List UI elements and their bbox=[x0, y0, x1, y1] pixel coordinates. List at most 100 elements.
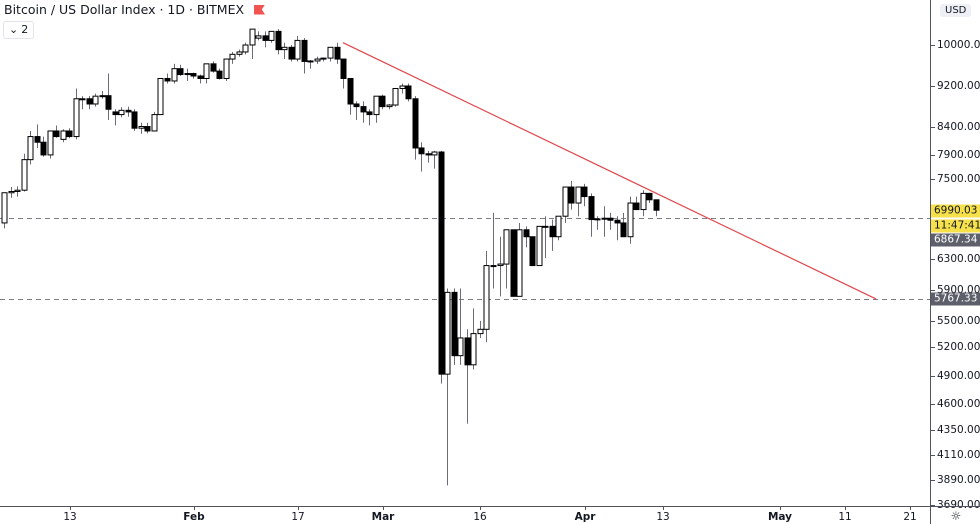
candle-body bbox=[86, 98, 93, 105]
candle-body bbox=[405, 85, 412, 100]
price-tick bbox=[931, 404, 935, 405]
time-label: Feb bbox=[183, 511, 205, 523]
candle-body bbox=[60, 130, 67, 140]
candle-body bbox=[236, 51, 243, 55]
chart-pane[interactable] bbox=[0, 0, 930, 506]
candle-body bbox=[653, 199, 660, 211]
candle-body bbox=[151, 114, 158, 132]
time-tick bbox=[383, 507, 384, 510]
price-label: 5500.00 bbox=[937, 315, 980, 327]
collapse-indicators-button[interactable]: ⌄ 2 bbox=[3, 21, 35, 39]
candle-body bbox=[125, 109, 132, 113]
candle-body bbox=[483, 265, 490, 330]
time-tick bbox=[845, 507, 846, 510]
candle-body bbox=[314, 58, 321, 62]
candle-body bbox=[575, 186, 582, 204]
price-tick bbox=[931, 127, 935, 128]
candle-body bbox=[334, 46, 341, 60]
candle-body bbox=[1, 192, 8, 224]
candle-body bbox=[536, 225, 543, 267]
candle-body bbox=[431, 151, 438, 156]
candle-body bbox=[581, 186, 588, 198]
candle-body bbox=[412, 98, 419, 149]
time-tick bbox=[298, 507, 299, 510]
candle-body bbox=[197, 75, 204, 79]
candle-body bbox=[451, 291, 458, 357]
candle-body bbox=[614, 219, 621, 224]
flag-icon[interactable] bbox=[254, 4, 266, 15]
price-label: 4600.00 bbox=[937, 398, 980, 410]
candle-body bbox=[301, 39, 308, 62]
candle-body bbox=[386, 104, 393, 108]
time-tick bbox=[585, 507, 586, 510]
price-label: 3690.00 bbox=[937, 499, 980, 511]
candle-body bbox=[379, 95, 386, 108]
time-tick bbox=[663, 507, 664, 510]
chart-settings-button[interactable]: ☼ bbox=[930, 506, 980, 524]
candle-body bbox=[646, 192, 653, 201]
candle-body bbox=[177, 68, 184, 76]
candle-body bbox=[210, 63, 217, 72]
candle-body bbox=[607, 217, 614, 221]
candle-body bbox=[640, 192, 647, 211]
candle-body bbox=[255, 35, 262, 39]
level-price-tag: 6867.34 bbox=[931, 233, 980, 247]
level-price-tag: 5767.33 bbox=[931, 292, 980, 306]
candle-body bbox=[568, 186, 575, 204]
candle-body bbox=[171, 68, 178, 82]
candle-body bbox=[438, 151, 445, 375]
time-label: Apr bbox=[574, 511, 596, 523]
candle-body bbox=[562, 186, 569, 217]
symbol-legend[interactable]: Bitcoin / US Dollar Index · 1D · BITMEX bbox=[4, 2, 266, 17]
price-tick bbox=[931, 480, 935, 481]
candle-body bbox=[294, 39, 301, 60]
price-axis[interactable]: 10000.00 9200.00 8400.00 7900.00 7500.00 6300… bbox=[930, 0, 980, 511]
candle-body bbox=[118, 109, 125, 116]
candle-body bbox=[490, 265, 497, 268]
candle-body bbox=[373, 95, 380, 116]
candle-body bbox=[105, 95, 112, 110]
candle-body bbox=[131, 111, 138, 129]
price-label: 10000.00 bbox=[937, 39, 980, 51]
candle-body bbox=[470, 333, 477, 366]
price-tick bbox=[931, 155, 935, 156]
candle-body bbox=[392, 88, 399, 106]
time-label: Mar bbox=[371, 511, 395, 523]
candle-body bbox=[144, 126, 151, 132]
price-label: 4900.00 bbox=[937, 370, 980, 382]
candle-body bbox=[73, 98, 80, 138]
candle-body bbox=[542, 225, 549, 228]
candle-body bbox=[620, 222, 627, 238]
candle-body bbox=[14, 189, 21, 192]
candle-body bbox=[360, 106, 367, 113]
candle-body bbox=[529, 236, 536, 267]
candle-body bbox=[516, 229, 523, 297]
currency-badge[interactable]: USD bbox=[940, 4, 972, 17]
price-tick bbox=[931, 259, 935, 260]
current-price-tag: 6990.03 bbox=[931, 204, 980, 218]
price-label: 8400.00 bbox=[937, 121, 980, 133]
price-label: 6300.00 bbox=[937, 253, 980, 265]
candle-body bbox=[242, 44, 249, 53]
candle-body bbox=[327, 46, 334, 59]
candle-body bbox=[203, 63, 210, 79]
candle-body bbox=[555, 215, 562, 238]
symbol-title: Bitcoin / US Dollar Index · 1D · BITMEX bbox=[4, 2, 245, 17]
price-tick bbox=[931, 347, 935, 348]
time-tick bbox=[910, 507, 911, 510]
candle-body bbox=[40, 141, 47, 156]
candle-body bbox=[366, 111, 373, 116]
price-label: 4350.00 bbox=[937, 424, 980, 436]
candle-body bbox=[418, 147, 425, 155]
candle-body bbox=[281, 46, 288, 51]
price-label: 9200.00 bbox=[937, 80, 980, 92]
time-axis[interactable]: 13 Feb 17 Mar 16 Apr 13 May 11 21 bbox=[0, 506, 930, 524]
candle-body bbox=[138, 126, 145, 129]
candle-body bbox=[347, 77, 354, 105]
price-tick bbox=[931, 321, 935, 322]
candle-body bbox=[444, 291, 451, 375]
candlestick-plot[interactable] bbox=[0, 0, 930, 506]
price-tick bbox=[931, 376, 935, 377]
candle-body bbox=[594, 218, 601, 221]
bar-countdown-tag: 11:47:41 bbox=[931, 219, 980, 233]
